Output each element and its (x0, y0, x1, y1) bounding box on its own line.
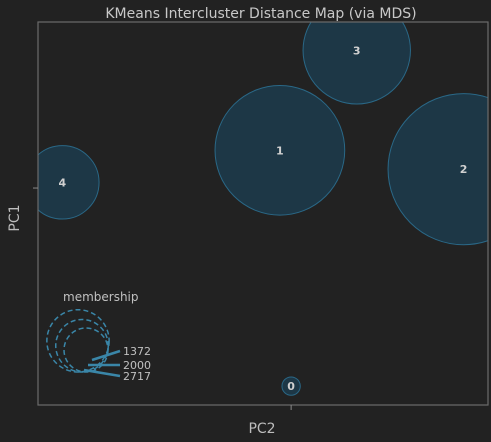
cluster-label-0: 0 (287, 380, 295, 393)
plot-frame (37, 21, 489, 406)
chart-title: KMeans Intercluster Distance Map (via MD… (105, 6, 416, 22)
cluster-bubble-0 (281, 376, 301, 396)
cluster-bubble-3 (302, 22, 411, 105)
x-axis-label: PC2 (248, 421, 275, 437)
cluster-labels: 0 1 2 3 4 (59, 44, 468, 393)
cluster-bubble-4 (38, 145, 100, 220)
legend-circle-2717 (46, 308, 110, 373)
cluster-label-4: 4 (59, 176, 67, 189)
cluster-label-2: 2 (460, 163, 468, 176)
legend-value-2717: 2717 (123, 370, 151, 383)
legend-value-2000: 2000 (123, 359, 151, 372)
cluster-label-3: 3 (353, 44, 361, 57)
y-axis-label: PC1 (7, 204, 23, 231)
cluster-bubbles (38, 22, 488, 396)
membership-legend-title: membership (63, 290, 139, 304)
axis-ticks (33, 187, 292, 410)
cluster-bubble-2 (387, 93, 488, 246)
legend-value-1372: 1372 (123, 345, 151, 358)
cluster-label-1: 1 (276, 144, 284, 157)
legend-leader-2717 (83, 368, 121, 378)
cluster-bubble-1 (214, 84, 346, 216)
